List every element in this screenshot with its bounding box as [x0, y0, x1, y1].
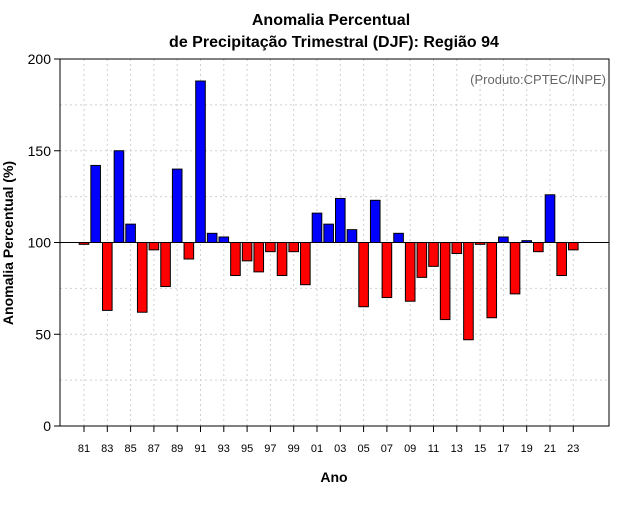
x-tick-label: 05: [357, 443, 369, 455]
x-tick-label: 99: [288, 443, 300, 455]
y-axis: 0 50 100 150 200: [28, 51, 60, 434]
x-axis: 81 83 85 87 89 91 93 95 97 99 01 03 05 07 09 11 13 15 17 19…: [78, 426, 579, 455]
x-tick-label: 97: [264, 443, 276, 455]
bar-86: [136, 242, 148, 313]
bar-92: [206, 232, 218, 243]
x-tick-label: 11: [428, 443, 439, 455]
x-tick-label: 19: [521, 443, 533, 455]
bar-82: [90, 164, 101, 243]
x-tick-label: 87: [148, 443, 160, 455]
bar-87: [148, 242, 160, 251]
bar-07: [381, 242, 393, 299]
bar-10: [416, 242, 428, 278]
bar-19: [521, 240, 533, 243]
bar-08: [393, 232, 404, 243]
bar-98: [276, 242, 288, 277]
x-tick-label: 81: [78, 443, 90, 455]
bar-13: [451, 242, 463, 255]
bar-11: [428, 242, 439, 267]
bar-88: [160, 242, 171, 288]
bar-16: [486, 242, 498, 319]
y-tick-label: 100: [28, 235, 52, 251]
x-tick-label: 89: [171, 443, 183, 455]
chart-title-line-1: Anomalia Percentual: [252, 12, 410, 29]
bar-05: [358, 242, 369, 308]
bar-02: [323, 223, 334, 243]
bar-15: [474, 242, 486, 245]
x-tick-label: 85: [124, 443, 136, 455]
x-tick-label: 15: [474, 443, 486, 455]
bar-95: [241, 242, 253, 262]
bar-91: [195, 80, 206, 243]
bar-18: [509, 242, 521, 295]
bar-97: [265, 242, 276, 253]
x-tick-label: 01: [311, 443, 323, 455]
y-tick-label: 0: [43, 418, 51, 434]
bar-12: [439, 242, 451, 321]
y-tick-label: 50: [35, 326, 51, 342]
x-tick-label: 07: [381, 443, 393, 455]
bar-00: [300, 242, 311, 286]
x-axis-label: Ano: [320, 469, 347, 485]
bar-96: [253, 242, 265, 273]
bar-90: [183, 242, 195, 260]
bar-03: [335, 197, 346, 244]
bar-22: [556, 242, 567, 277]
bar-93: [218, 236, 230, 243]
bar-09: [404, 242, 416, 302]
bar-23: [568, 242, 579, 251]
bar-01: [311, 212, 323, 243]
y-tick-label: 150: [28, 143, 52, 159]
x-tick-label: 91: [194, 443, 206, 455]
x-tick-label: 93: [218, 443, 230, 455]
bar-04: [346, 229, 358, 243]
x-tick-label: 17: [497, 443, 509, 455]
bar-99: [288, 242, 299, 253]
bars: [78, 80, 579, 341]
x-tick-label: 03: [334, 443, 346, 455]
bar-14: [463, 242, 474, 341]
bar-94: [230, 242, 241, 277]
bar-06: [369, 199, 381, 243]
bar-17: [498, 236, 509, 243]
bar-20: [533, 242, 544, 253]
x-tick-label: 13: [451, 443, 463, 455]
x-tick-label: 23: [567, 443, 579, 455]
bar-85: [125, 223, 136, 243]
bar-21: [544, 194, 556, 243]
x-tick-label: 95: [241, 443, 253, 455]
x-tick-label: 83: [101, 443, 113, 455]
source-annotation: (Produto:CPTEC/INPE): [470, 72, 606, 87]
x-tick-label: 21: [544, 443, 556, 455]
y-tick-label: 200: [28, 51, 52, 67]
bar-83: [102, 242, 113, 311]
bar-89: [171, 168, 183, 244]
x-tick-label: 09: [404, 443, 416, 455]
y-axis-label: Anomalia Percentual (%): [0, 161, 16, 325]
bar-84: [113, 150, 125, 243]
chart-title-line-2: de Precipitação Trimestral (DJF): Região…: [169, 34, 499, 51]
bar-81: [78, 242, 90, 245]
